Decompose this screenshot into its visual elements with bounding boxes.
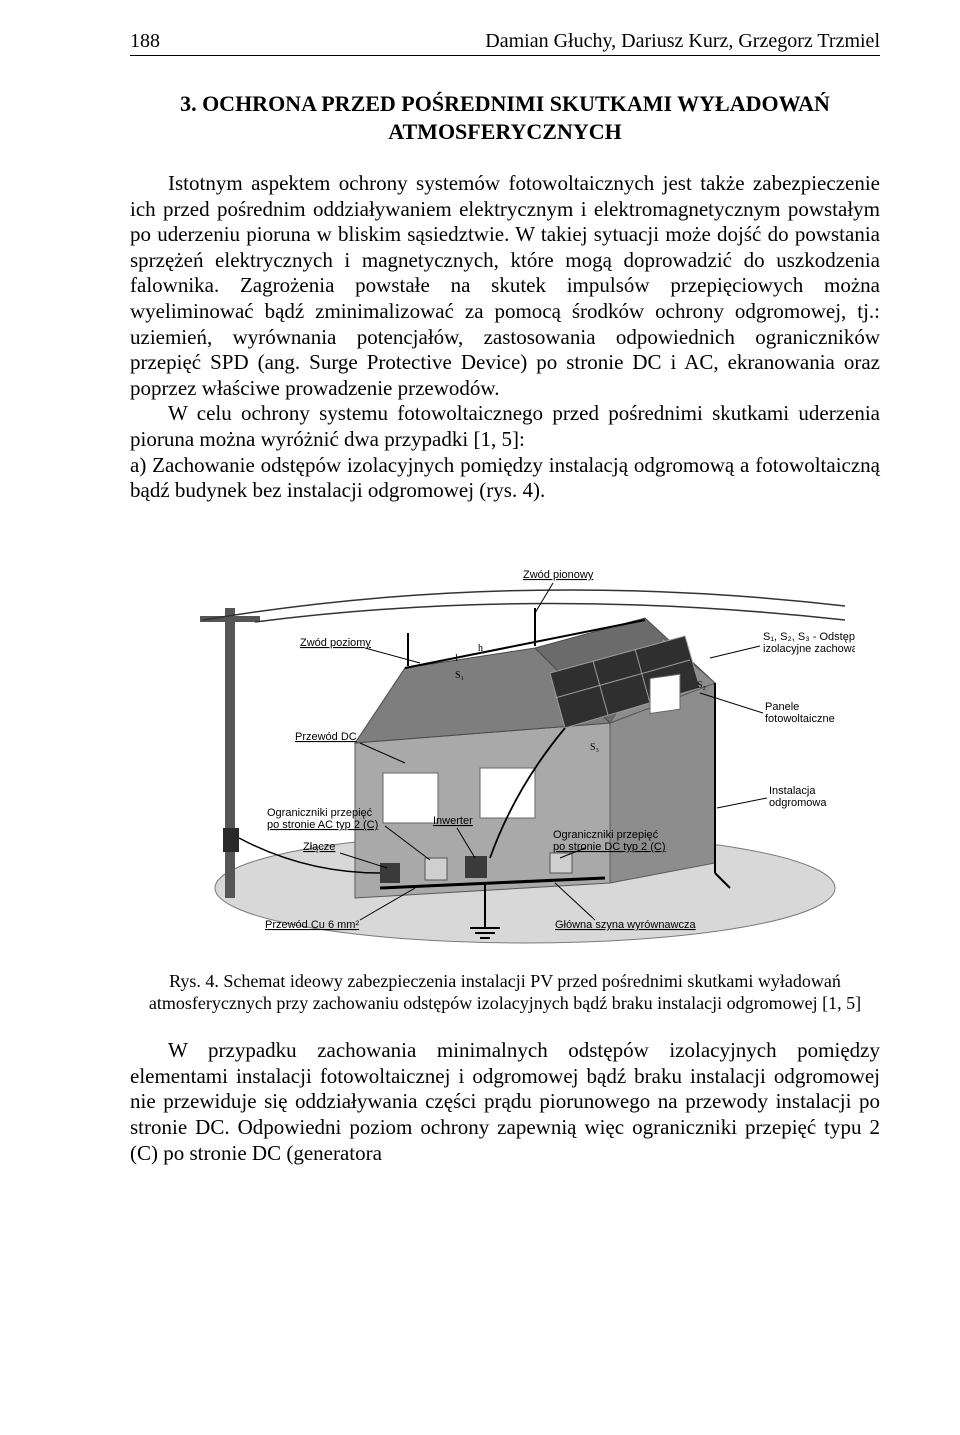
paragraph-3: a) Zachowanie odstępów izolacyjnych pomi… — [130, 453, 880, 504]
p3-text: a) Zachowanie odstępów izolacyjnych pomi… — [130, 453, 880, 503]
figure-4-svg: Zwód poziomy Zwód pionowy l h S₁ S₂ S₃ S… — [155, 528, 855, 958]
label-odstepy-1: S₁, S₂, S₃ - Odstępy — [763, 631, 855, 643]
label-panele-2: fotowoltaiczne — [765, 713, 835, 725]
label-s2: S₂ — [697, 680, 706, 691]
label-inwerter: Inwerter — [433, 815, 473, 827]
label-przewod-dc: Przewód DC — [295, 731, 357, 743]
label-zwod-pionowy: Zwód pionowy — [523, 569, 594, 581]
overhead-wire-1 — [203, 590, 845, 620]
section-number: 3. — [180, 91, 197, 116]
spd-dc-box — [550, 853, 572, 873]
label-ogr-ac-2: po stronie AC typ 2 (C) — [267, 819, 378, 831]
pole-junction-box — [223, 828, 239, 852]
label-zlacze: Złącze — [303, 841, 335, 853]
label-odstepy-2: izolacyjne zachowane — [763, 643, 855, 655]
section-heading: 3. OCHRONA PRZED POŚREDNIMI SKUTKAMI WYŁ… — [130, 90, 880, 145]
figure-4-caption: Rys. 4. Schemat ideowy zabezpieczenia in… — [140, 971, 870, 1014]
paragraph-1: Istotnym aspektem ochrony systemów fotow… — [130, 171, 880, 401]
leader-odstepy — [710, 646, 760, 658]
label-ogr-dc-1: Ograniczniki przepięć — [553, 829, 659, 841]
label-instalacja-2: odgromowa — [769, 797, 827, 809]
window-3 — [650, 674, 680, 713]
page: 188 Damian Głuchy, Dariusz Kurz, Grzegor… — [0, 0, 960, 1206]
paragraph-4: W przypadku zachowania minimalnych odstę… — [130, 1038, 880, 1166]
label-l: l — [455, 653, 458, 664]
page-number: 188 — [130, 30, 160, 53]
label-instalacja-1: Instalacja — [769, 785, 816, 797]
label-zwod-poziomy: Zwód poziomy — [300, 637, 371, 649]
figure-4: Zwód poziomy Zwód pionowy l h S₁ S₂ S₃ S… — [130, 528, 880, 963]
running-header: 188 Damian Głuchy, Dariusz Kurz, Grzegor… — [130, 30, 880, 56]
label-s3: S₃ — [590, 742, 599, 753]
p1-text: Istotnym aspektem ochrony systemów fotow… — [130, 171, 880, 400]
header-authors: Damian Głuchy, Dariusz Kurz, Grzegorz Tr… — [485, 30, 880, 53]
utility-pole — [225, 608, 235, 898]
leader-zwod-poziomy — [365, 648, 420, 663]
label-panele-1: Panele — [765, 701, 799, 713]
leader-instalacja — [717, 798, 767, 808]
overhead-wire-2 — [255, 603, 845, 622]
section-title-line2: ATMOSFERYCZNYCH — [388, 119, 622, 144]
section-title-line1: OCHRONA PRZED POŚREDNIMI SKUTKAMI WYŁADO… — [202, 91, 830, 116]
window-1 — [383, 773, 438, 823]
label-ogr-ac-1: Ograniczniki przepięć — [267, 807, 373, 819]
label-glowna-szyna: Główna szyna wyrównawcza — [555, 919, 696, 931]
junction-box — [380, 863, 400, 883]
label-s1: S₁ — [455, 670, 464, 681]
paragraph-2: W celu ochrony systemu fotowoltaicznego … — [130, 401, 880, 452]
leader-zwod-pionowy — [535, 583, 553, 613]
window-2 — [480, 768, 535, 818]
label-przewod-cu: Przewód Cu 6 mm² — [265, 919, 359, 931]
label-ogr-dc-2: po stronie DC typ 2 (C) — [553, 841, 665, 853]
p2-text: W celu ochrony systemu fotowoltaicznego … — [130, 401, 880, 451]
spd-ac-box — [425, 858, 447, 880]
p4-text: W przypadku zachowania minimalnych odstę… — [130, 1038, 880, 1164]
label-h: h — [478, 643, 483, 654]
inverter-box — [465, 856, 487, 878]
